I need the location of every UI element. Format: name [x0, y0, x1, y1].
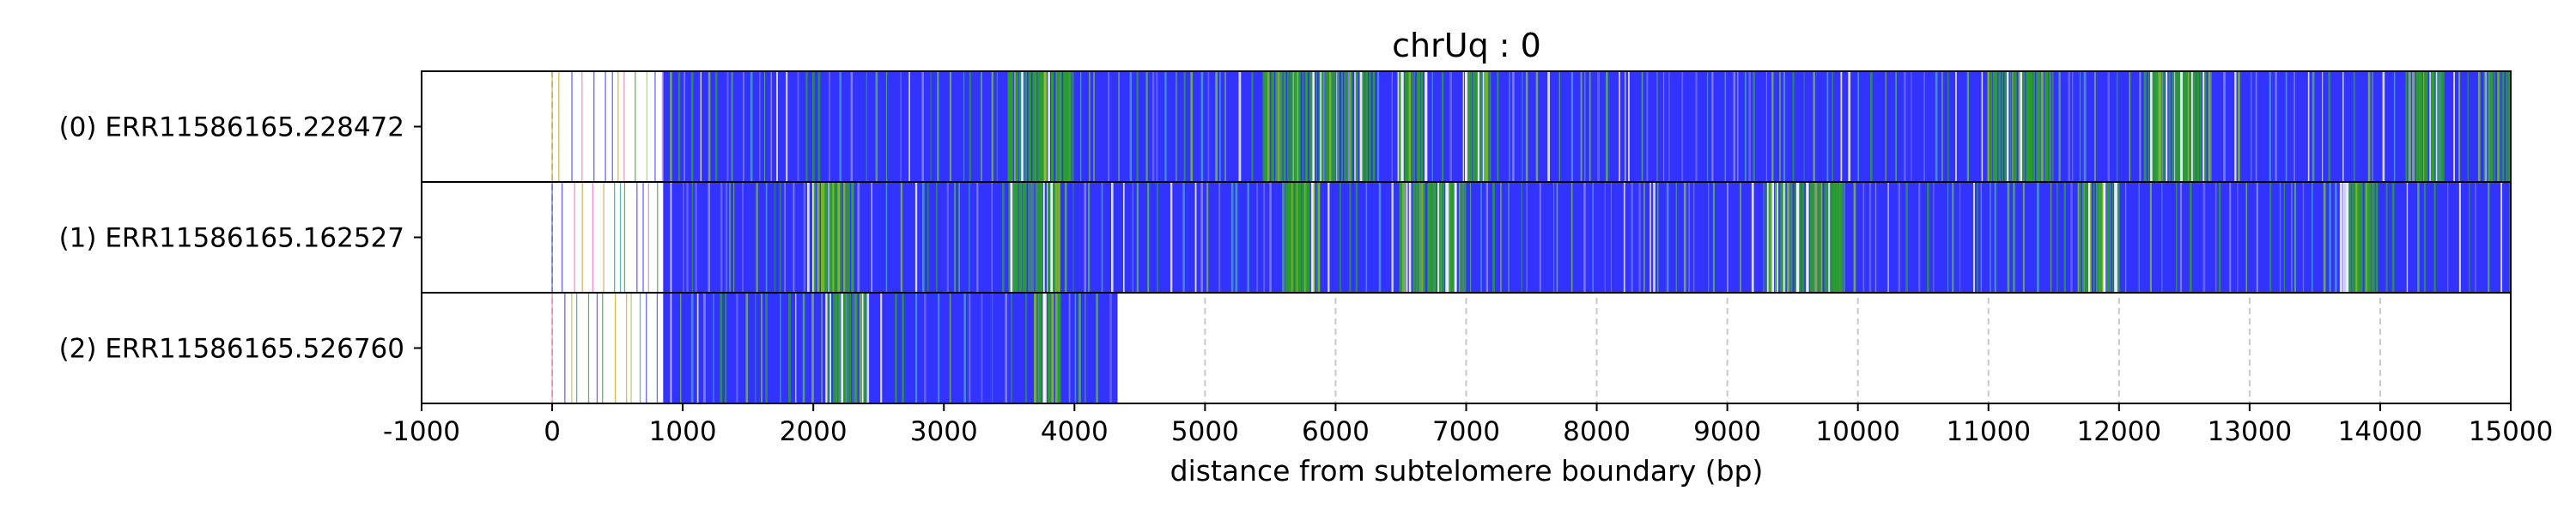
x-tick-label: 4000 — [1041, 416, 1109, 447]
chart-title: chrUq : 0 — [1392, 27, 1541, 64]
read-block — [663, 293, 1118, 403]
x-tick-label: 2000 — [780, 416, 848, 447]
x-tick-label: 9000 — [1693, 416, 1761, 447]
x-axis-label: distance from subtelomere boundary (bp) — [1170, 454, 1764, 488]
x-tick-label: 7000 — [1432, 416, 1500, 447]
x-tick-label: 10000 — [1815, 416, 1900, 447]
x-tick-label: 14000 — [2338, 416, 2423, 447]
x-tick-label: -1000 — [383, 416, 460, 447]
x-tick-label: 3000 — [910, 416, 978, 447]
read-label: (0) ERR11586165.228472 — [59, 112, 404, 143]
axes: (0) ERR11586165.228472 (1) ERR11586165.16… — [59, 70, 2554, 447]
x-tick-label: 6000 — [1302, 416, 1370, 447]
x-tick-label: 1000 — [649, 416, 717, 447]
read-tracks — [551, 71, 2512, 403]
x-tick-label: 13000 — [2208, 416, 2293, 447]
read-label: (1) ERR11586165.162527 — [59, 223, 404, 254]
x-tick-label: 11000 — [1946, 416, 2031, 447]
x-tick-label: 8000 — [1563, 416, 1631, 447]
x-tick-label: 5000 — [1171, 416, 1239, 447]
read-block — [663, 71, 2511, 182]
read-block — [663, 182, 2511, 293]
x-tick-label: 15000 — [2469, 416, 2554, 447]
x-tick-label: 12000 — [2077, 416, 2162, 447]
x-tick-label: 0 — [544, 416, 561, 447]
read-label: (2) ERR11586165.526760 — [59, 334, 404, 365]
